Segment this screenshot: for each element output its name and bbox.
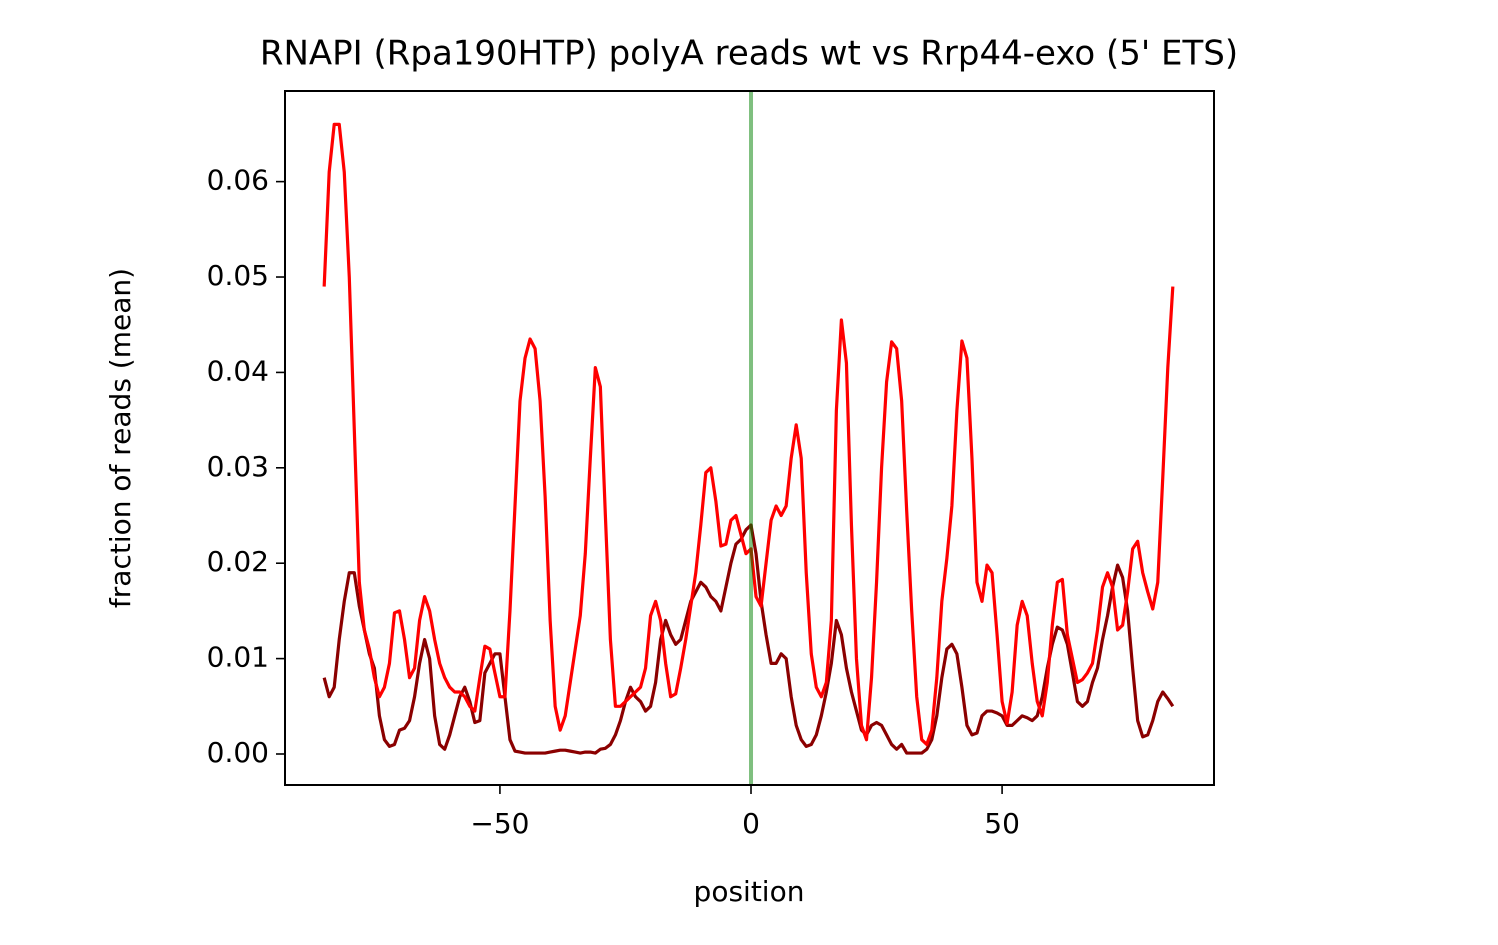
x-tick-label: 50 [984,807,1020,840]
y-axis-label: fraction of reads (mean) [104,268,137,608]
y-tick-label: 0.00 [207,736,269,769]
x-axis-label: position [694,875,805,908]
plot-frame [284,90,1215,786]
y-tick-label: 0.03 [207,450,269,483]
y-tick-label: 0.05 [207,259,269,292]
series-line [322,523,1175,755]
chart-title: RNAPI (Rpa190HTP) polyA reads wt vs Rrp4… [260,34,1238,74]
y-tick-label: 0.01 [207,641,269,674]
series-line [322,122,1175,747]
y-tick-label: 0.04 [207,354,269,387]
y-tick-label: 0.06 [207,164,269,197]
x-tick-label: 0 [742,807,760,840]
x-tick-label: −50 [470,807,529,840]
y-tick-label: 0.02 [207,545,269,578]
